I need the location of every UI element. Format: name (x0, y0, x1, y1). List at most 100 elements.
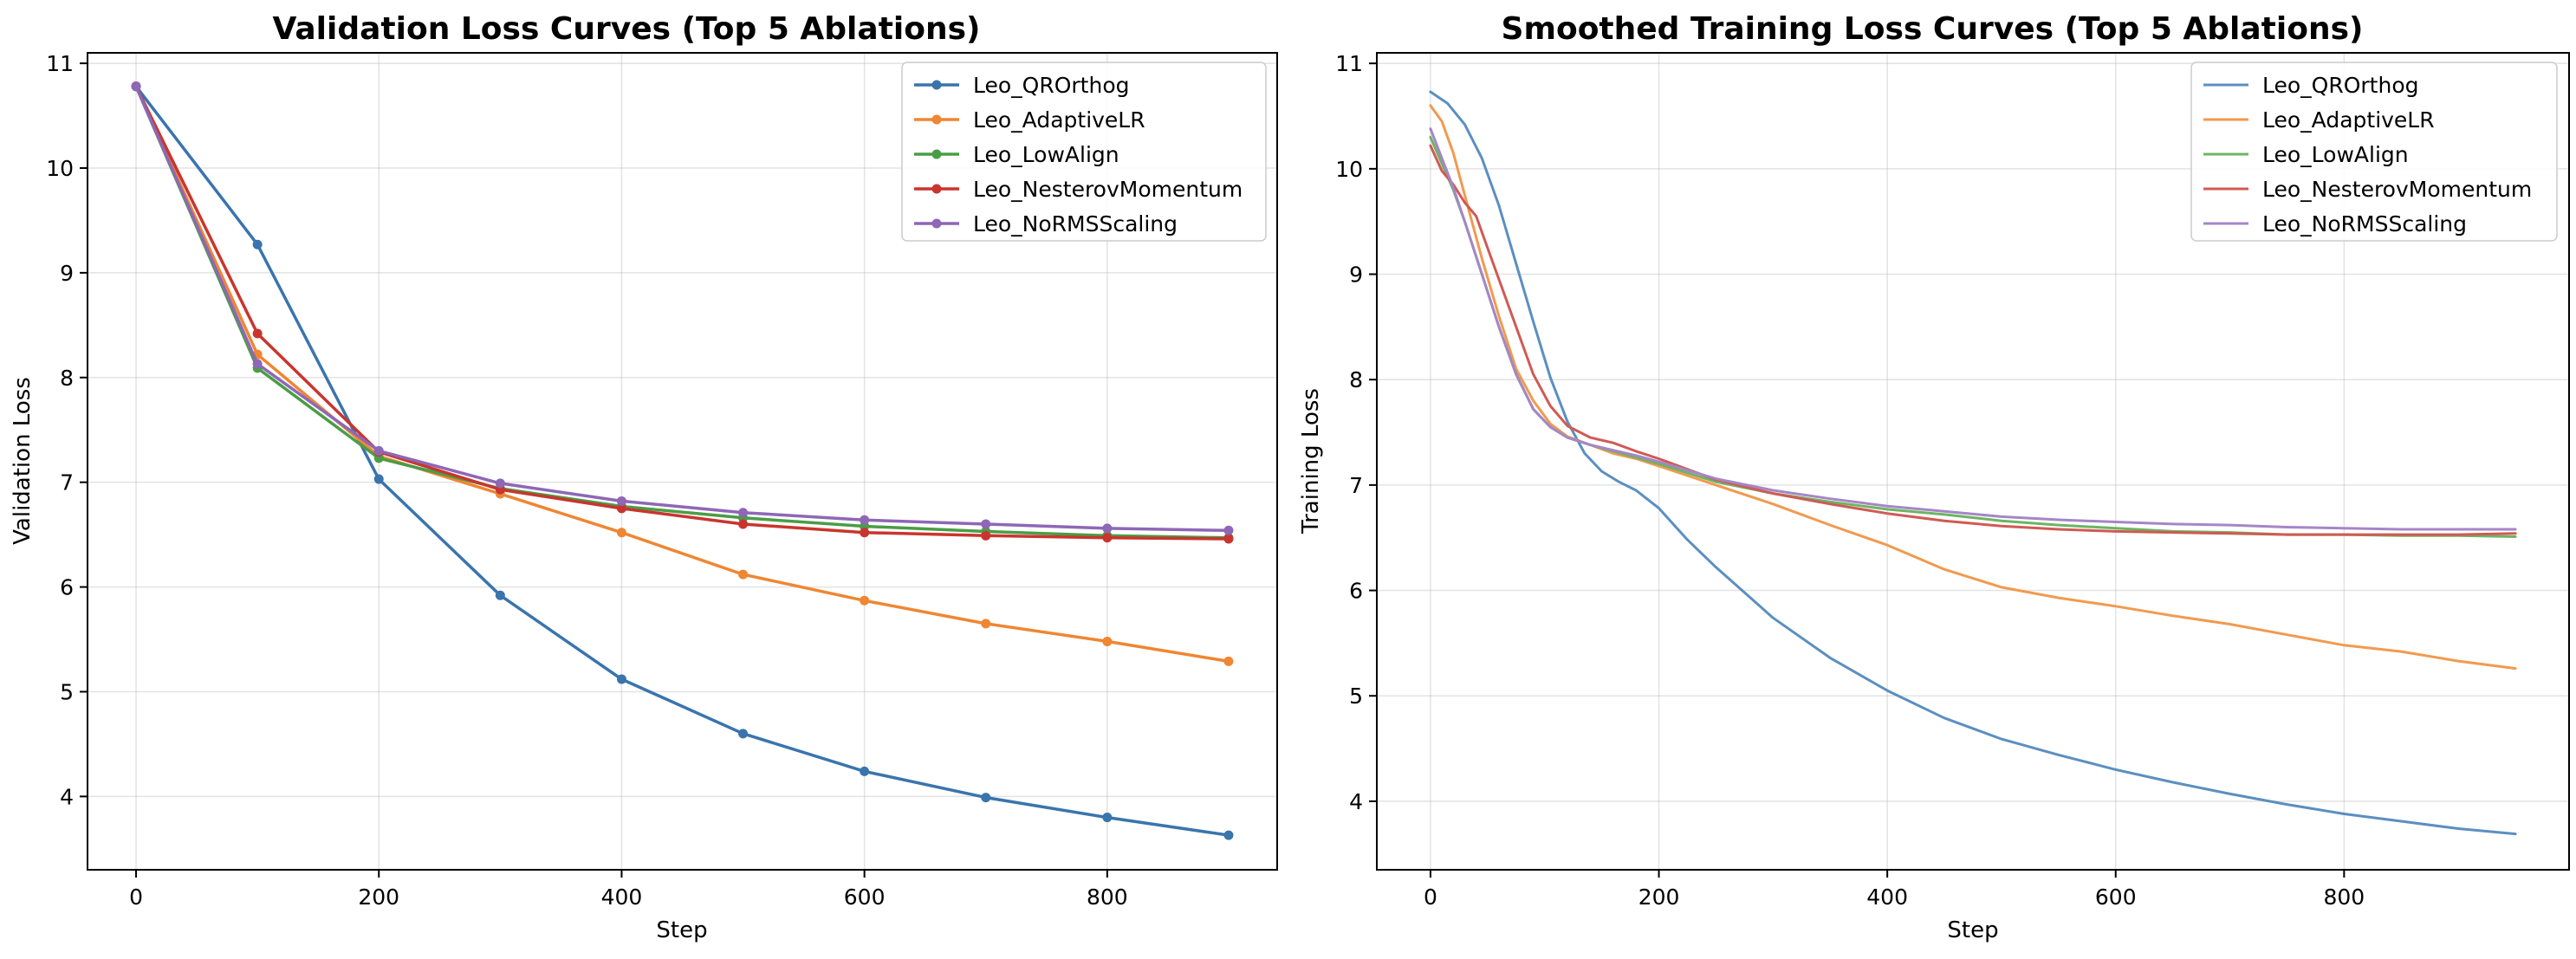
legend-label: Leo_NesterovMomentum (2262, 177, 2532, 202)
series-line-Leo_NesterovMomentum (134, 84, 1230, 541)
legend-box (901, 62, 1267, 242)
legend-marker (931, 218, 942, 229)
legend-entry: Leo_NoRMSScaling (2203, 211, 2467, 237)
series-line-Leo_LowAlign (134, 84, 1230, 540)
x-tick-label: 200 (1638, 884, 1680, 910)
y-tick-label: 7 (60, 470, 74, 496)
legend-entry: Leo_NoRMSScaling (914, 211, 1178, 237)
plot-frame (1376, 52, 2570, 871)
data-point (1102, 813, 1113, 823)
data-point (981, 530, 991, 541)
data-point (1223, 830, 1234, 840)
y-tick-label: 6 (1349, 579, 1363, 604)
y-axis-label: Validation Loss (10, 377, 36, 545)
legend-label: Leo_NoRMSScaling (973, 211, 1178, 237)
series-line-Leo_AdaptiveLR (1429, 104, 2517, 671)
series-line-Leo_NesterovMomentum (1429, 144, 2517, 536)
data-point (616, 503, 626, 514)
x-axis-ticks: 0 200 400 600 800 (1424, 870, 2365, 910)
training-loss-chart: Smoothed Training Loss Curves (Top 5 Abl… (1298, 11, 2570, 943)
y-tick-label: 8 (60, 366, 74, 391)
y-axis-ticks: 4 5 6 7 8 9 10 11 (1335, 51, 1377, 814)
data-point (738, 508, 749, 518)
series-line-Leo_QROrthog (134, 84, 1230, 837)
y-tick-label: 6 (60, 575, 74, 600)
legend-label: Leo_AdaptiveLR (2262, 107, 2435, 133)
series-line-Leo_NoRMSScaling (1429, 127, 2517, 531)
data-point (860, 515, 870, 525)
data-point (1102, 636, 1113, 646)
legend-marker (931, 149, 942, 159)
data-point (616, 674, 626, 684)
data-point (1102, 523, 1113, 534)
series-line-Leo_AdaptiveLR (134, 84, 1230, 664)
data-point (1223, 656, 1234, 666)
y-tick-label: 11 (46, 51, 74, 76)
legend-entry: Leo_NesterovMomentum (2203, 177, 2532, 202)
legend-marker (931, 184, 942, 194)
legend-label: Leo_LowAlign (973, 142, 1119, 167)
legend-label: Leo_NesterovMomentum (973, 177, 1243, 202)
x-tick-label: 0 (1424, 884, 1437, 910)
legend-marker (931, 80, 942, 90)
legend-marker (931, 114, 942, 125)
y-tick-label: 4 (1349, 789, 1363, 814)
x-tick-label: 400 (1866, 884, 1908, 910)
data-point (981, 519, 991, 529)
x-tick-label: 800 (1087, 884, 1128, 910)
series-lines (131, 81, 1234, 840)
y-tick-label: 10 (46, 156, 74, 181)
legend-entry: Leo_QROrthog (2203, 73, 2418, 98)
y-tick-label: 7 (1349, 473, 1363, 498)
data-point (252, 359, 263, 369)
chart-title: Smoothed Training Loss Curves (Top 5 Abl… (1502, 11, 2364, 47)
x-tick-label: 200 (358, 884, 399, 910)
data-point (738, 519, 749, 529)
legend-entry: Leo_LowAlign (914, 142, 1119, 167)
y-tick-label: 5 (1349, 684, 1363, 709)
y-tick-label: 9 (1349, 262, 1363, 288)
data-point (373, 474, 384, 484)
x-tick-label: 800 (2323, 884, 2365, 910)
data-point (738, 569, 749, 580)
x-tick-label: 600 (844, 884, 886, 910)
legend-entry: Leo_LowAlign (2203, 142, 2409, 167)
y-tick-label: 10 (1335, 157, 1363, 182)
legend-label: Leo_QROrthog (973, 73, 1129, 98)
legend-label: Leo_NoRMSScaling (2262, 211, 2467, 237)
legend-label: Leo_AdaptiveLR (973, 107, 1145, 133)
data-point (738, 729, 749, 739)
validation-loss-chart: Validation Loss Curves (Top 5 Ablations)… (10, 11, 1278, 943)
data-point (616, 528, 626, 538)
data-point (1102, 533, 1113, 543)
series-lines (1429, 90, 2517, 836)
data-point (860, 595, 870, 606)
data-point (373, 445, 384, 456)
y-axis-ticks: 4 5 6 7 8 9 10 11 (46, 51, 88, 809)
x-tick-label: 400 (601, 884, 643, 910)
x-axis-label: Step (1947, 917, 1998, 943)
data-point (616, 496, 626, 506)
data-point (252, 328, 263, 339)
legend-entry: Leo_AdaptiveLR (914, 107, 1145, 133)
x-axis-label: Step (656, 917, 707, 943)
x-axis-ticks: 0 200 400 600 800 (129, 870, 1128, 910)
data-point (131, 81, 141, 92)
data-point (495, 478, 505, 489)
data-point (495, 590, 505, 600)
data-point (860, 528, 870, 538)
y-tick-label: 8 (1349, 367, 1363, 392)
data-point (1223, 534, 1234, 544)
legend: Leo_QROrthog Leo_AdaptiveLR Leo_LowAlign Le… (2190, 62, 2558, 242)
x-tick-label: 600 (2095, 884, 2137, 910)
y-tick-label: 5 (60, 679, 74, 704)
data-point (860, 766, 870, 776)
series-line-Leo_NoRMSScaling (134, 84, 1230, 533)
y-tick-label: 4 (60, 784, 74, 809)
legend-label: Leo_LowAlign (2262, 142, 2409, 167)
legend-entry: Leo_AdaptiveLR (2203, 107, 2435, 133)
legend-box (2190, 62, 2558, 242)
legend-label: Leo_QROrthog (2262, 73, 2418, 98)
y-axis-label: Training Loss (1298, 388, 1324, 535)
